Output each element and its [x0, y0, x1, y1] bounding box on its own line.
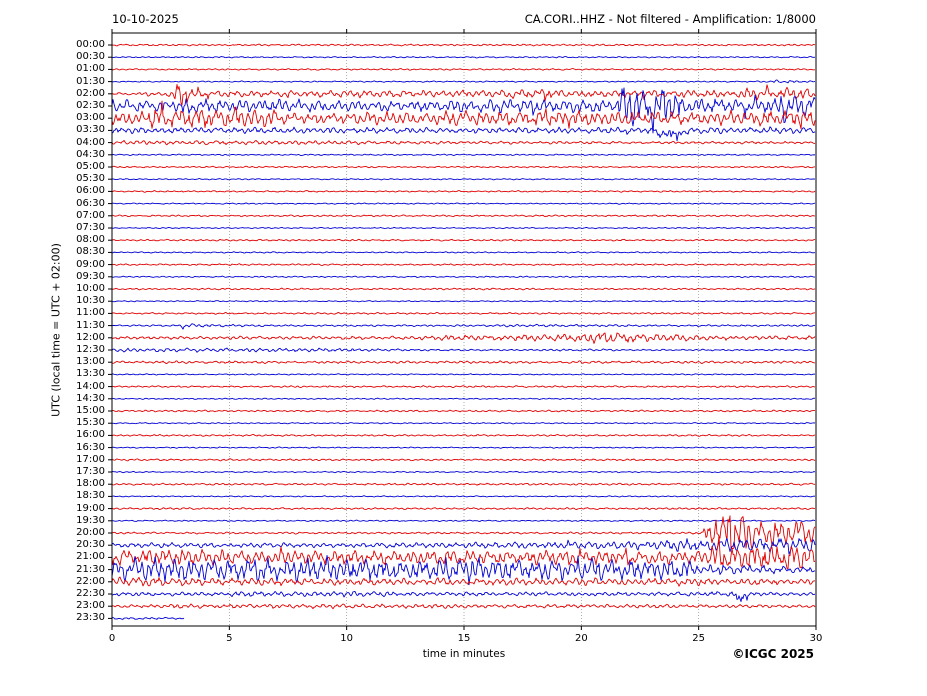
row-time-label: 04:00 — [76, 136, 105, 148]
x-axis-label: time in minutes — [422, 648, 506, 660]
row-time-label: 05:30 — [76, 173, 105, 185]
row-time-label: 07:30 — [76, 222, 105, 233]
row-time-label: 21:30 — [76, 563, 105, 575]
plot-date: 10-10-2025 — [112, 12, 179, 26]
minute-tick-label: 20 — [574, 633, 588, 644]
row-time-label: 19:00 — [76, 502, 105, 514]
row-time-label: 15:00 — [76, 405, 105, 416]
row-time-label: 18:30 — [76, 490, 105, 502]
row-time-label: 08:00 — [76, 234, 105, 246]
minute-tick-label: 25 — [692, 633, 706, 644]
row-time-label: 20:30 — [76, 539, 105, 551]
minute-tick-label: 10 — [340, 633, 354, 644]
row-time-label: 09:30 — [76, 270, 105, 282]
row-time-label: 16:00 — [76, 429, 105, 441]
row-time-label: 04:30 — [76, 148, 105, 160]
copyright-text: ©ICGC 2025 — [732, 647, 814, 661]
row-time-label: 14:30 — [76, 392, 105, 404]
row-time-label: 14:00 — [76, 380, 105, 392]
row-time-label: 12:00 — [76, 331, 105, 343]
row-time-label: 23:30 — [76, 612, 105, 624]
row-time-label: 19:30 — [76, 514, 105, 526]
row-time-label: 18:00 — [76, 478, 105, 490]
row-time-label: 17:30 — [76, 466, 105, 477]
minute-tick-label: 5 — [226, 633, 233, 644]
row-time-label: 12:30 — [76, 344, 105, 355]
row-time-label: 00:00 — [76, 39, 105, 50]
row-time-label: 02:00 — [76, 87, 105, 99]
row-time-label: 10:00 — [76, 283, 105, 294]
row-time-label: 22:00 — [76, 575, 105, 587]
row-time-label: 01:30 — [76, 75, 105, 87]
row-time-label: 03:00 — [76, 112, 105, 124]
row-time-label: 11:30 — [76, 319, 105, 331]
row-time-label: 21:00 — [76, 551, 105, 563]
row-time-label: 17:00 — [76, 453, 105, 465]
row-time-label: 16:30 — [76, 441, 105, 453]
row-time-label: 13:30 — [76, 368, 105, 380]
minute-tick-label: 30 — [809, 633, 823, 644]
row-time-label: 05:00 — [76, 161, 105, 172]
row-time-label: 03:30 — [76, 124, 105, 136]
row-time-label: 06:30 — [76, 197, 105, 209]
row-time-label: 01:00 — [76, 63, 105, 75]
row-time-label: 23:00 — [76, 600, 105, 612]
row-time-label: 10:30 — [76, 295, 105, 307]
plot-title: CA.CORI..HHZ - Not filtered - Amplificat… — [524, 12, 816, 26]
row-time-label: 08:30 — [76, 246, 105, 258]
row-time-label: 02:30 — [76, 100, 105, 111]
row-time-label: 13:00 — [76, 356, 105, 368]
row-time-label: 15:30 — [76, 417, 105, 429]
minute-tick-label: 0 — [108, 633, 116, 644]
row-time-label: 09:00 — [76, 258, 105, 270]
row-time-label: 22:30 — [76, 588, 105, 599]
row-time-label: 06:00 — [76, 185, 105, 197]
row-time-label: 07:00 — [76, 209, 105, 221]
minute-tick-label: 15 — [457, 633, 471, 644]
row-time-label: 00:30 — [76, 51, 105, 63]
row-time-label: 20:00 — [76, 527, 105, 538]
row-time-label: 11:00 — [76, 307, 105, 319]
